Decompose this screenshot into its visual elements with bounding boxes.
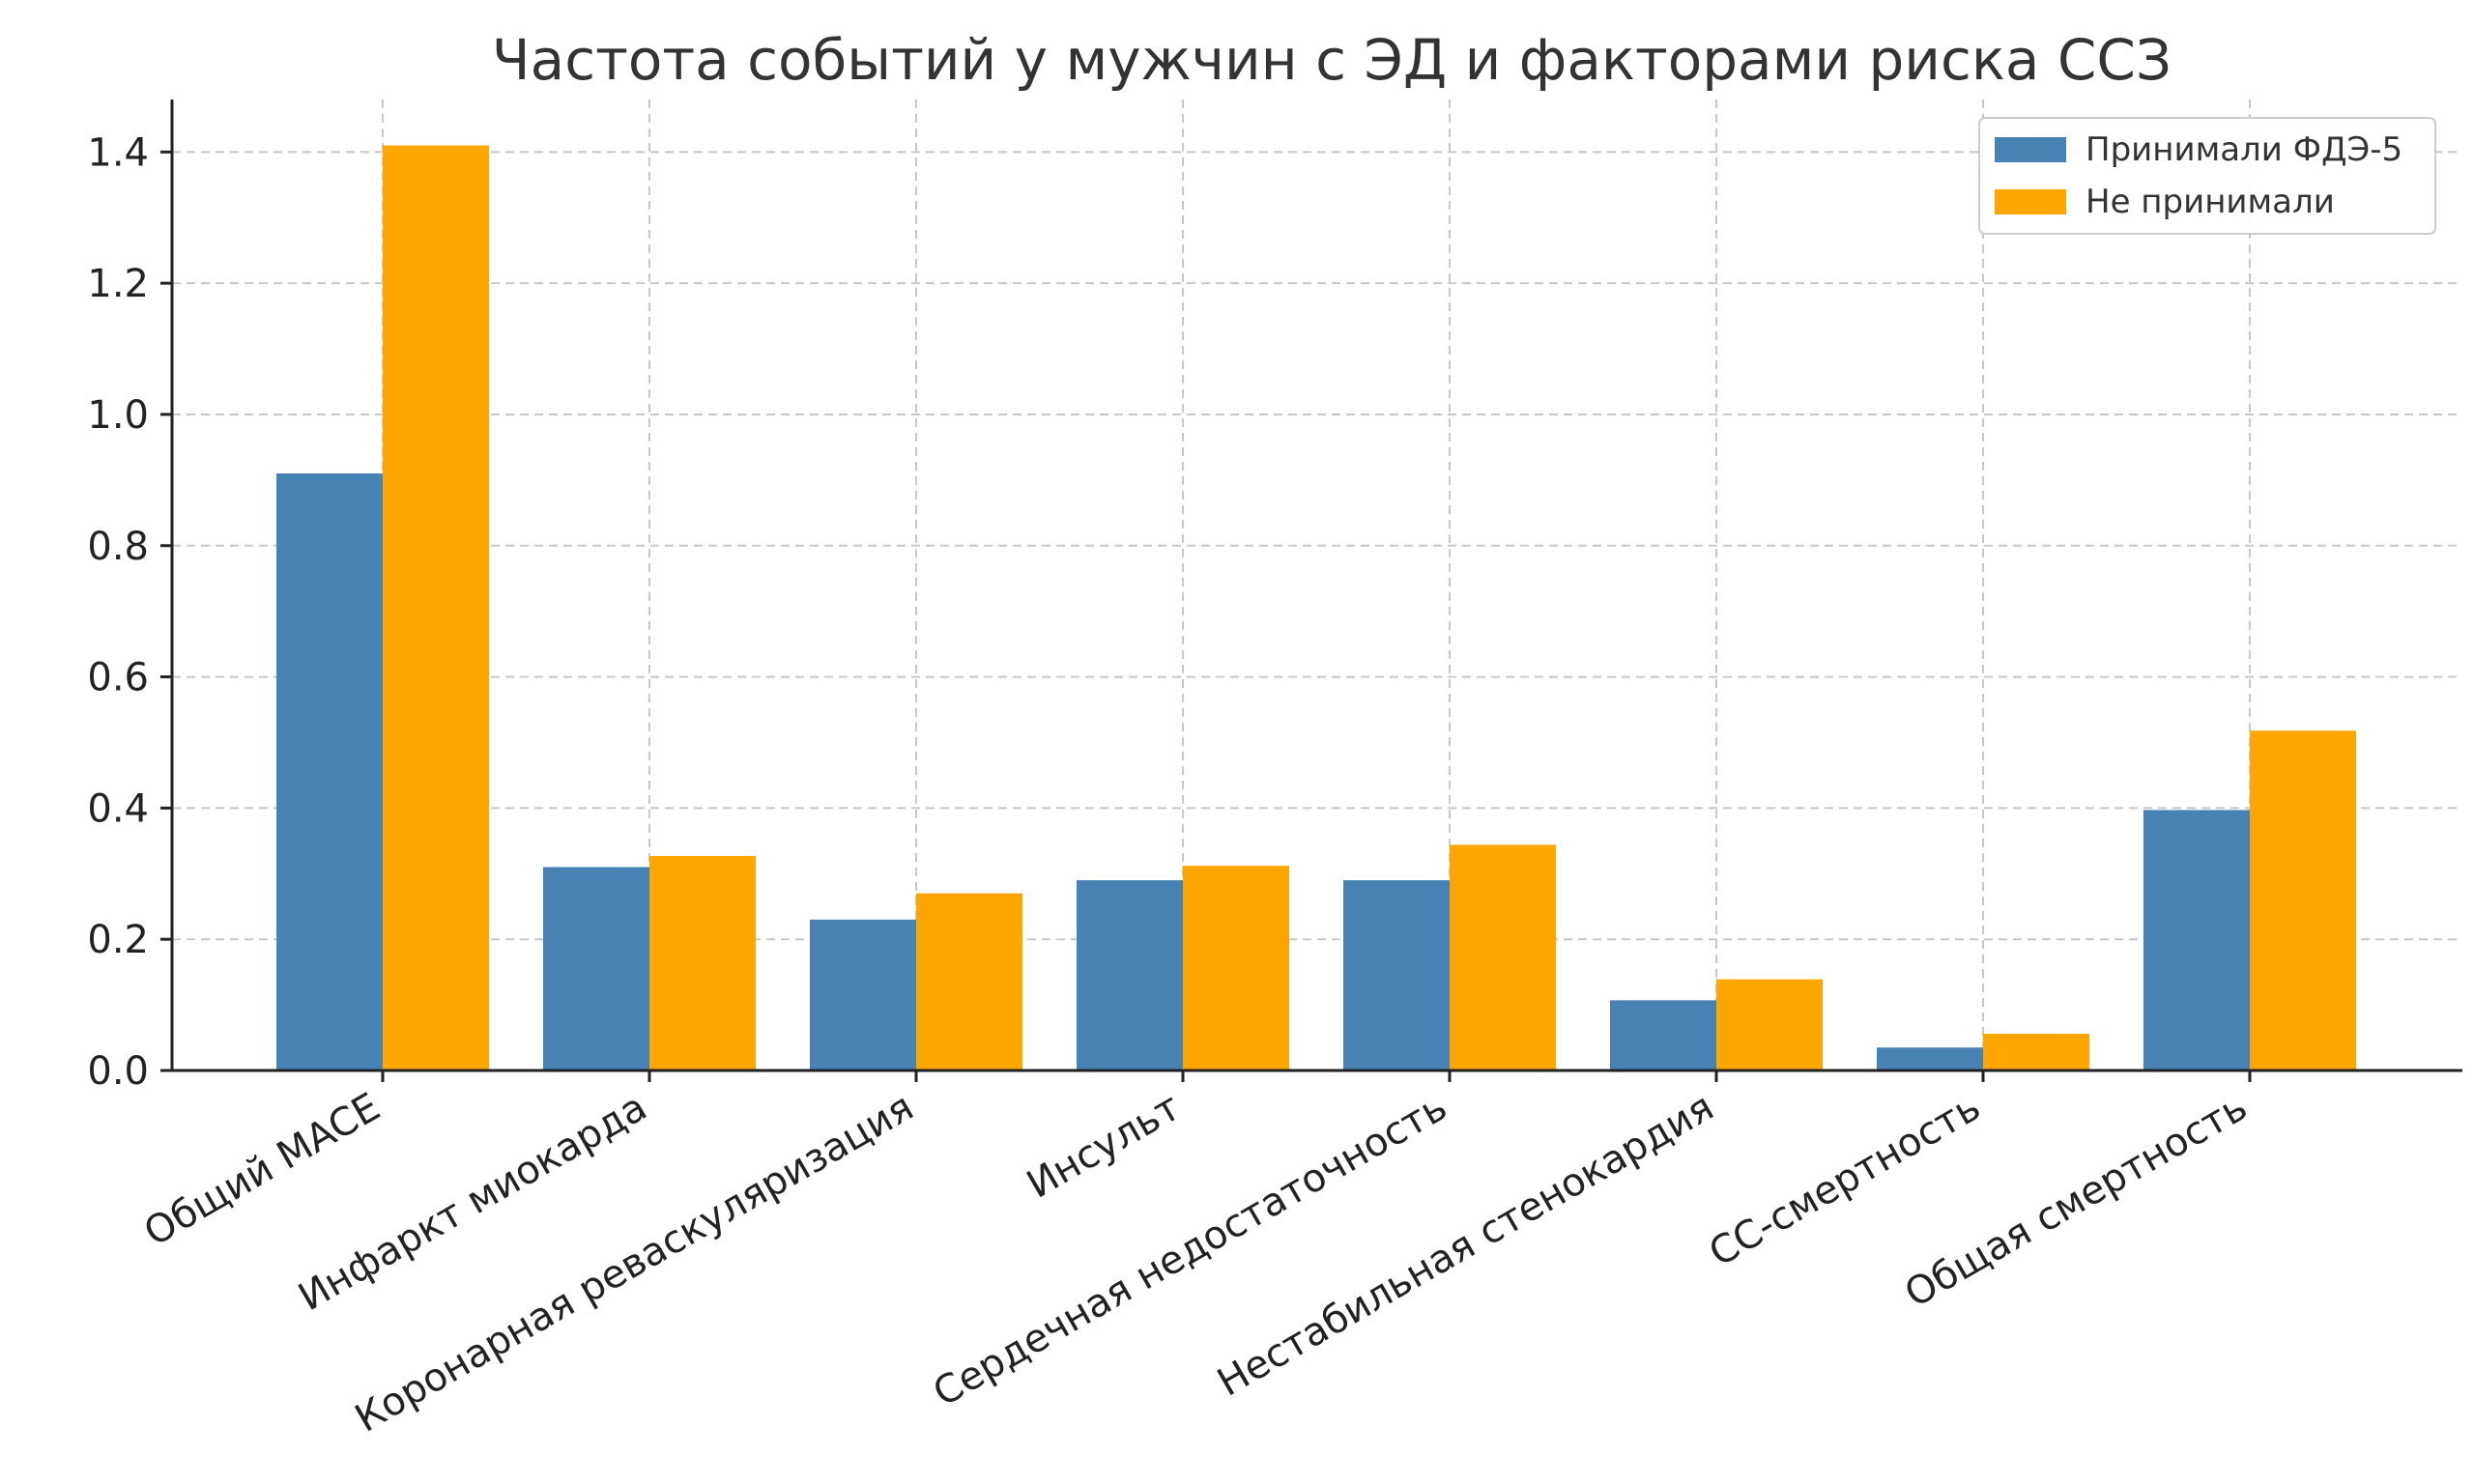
legend-box <box>1978 117 2436 235</box>
chart-title: Частота событий у мужчин с ЭД и факторам… <box>492 27 2172 93</box>
y-tick-label: 1.0 <box>87 393 149 438</box>
legend-swatch <box>1995 189 2066 214</box>
x-tick-label: Сердечная недостаточность <box>926 1085 1454 1415</box>
bar-pde5 <box>2143 810 2250 1070</box>
x-tick-label: Коронарная реваскуляризация <box>348 1085 921 1441</box>
bar-pde5 <box>1077 880 1183 1070</box>
y-tick-label: 0.6 <box>87 656 149 700</box>
bars <box>276 145 2356 1071</box>
y-tick-label: 0.4 <box>87 786 149 831</box>
y-axis-ticks: 0.0 0.2 0.4 0.6 0.8 1.0 1.2 1.4 <box>87 130 172 1094</box>
x-tick-label: Инсульт <box>1020 1085 1188 1208</box>
legend-swatch <box>1995 137 2066 162</box>
bar-pde5 <box>1343 880 1450 1070</box>
bar-pde5 <box>1610 1000 1716 1070</box>
bar-no-pde5 <box>916 893 1022 1070</box>
legend-label: Принимали ФДЭ-5 <box>2086 130 2402 169</box>
bar-pde5 <box>810 919 916 1070</box>
bar-no-pde5 <box>649 855 756 1070</box>
bar-no-pde5 <box>2250 730 2356 1070</box>
legend: Принимали ФДЭ-5 Не принимали <box>1978 117 2436 235</box>
bar-pde5 <box>276 473 383 1071</box>
x-tick-label: Нестабильная стенокардия <box>1210 1085 1721 1406</box>
bar-no-pde5 <box>1183 866 1289 1070</box>
y-tick-label: 1.4 <box>87 130 149 175</box>
y-tick-label: 1.2 <box>87 262 149 306</box>
y-tick-label: 0.2 <box>87 918 149 962</box>
y-tick-label: 0.0 <box>87 1049 149 1094</box>
x-tick-label: Общий MACE <box>137 1085 388 1255</box>
bar-no-pde5 <box>1716 979 1823 1070</box>
bar-no-pde5 <box>1450 844 1556 1070</box>
axes <box>170 100 2462 1072</box>
bar-pde5 <box>543 867 649 1070</box>
legend-label: Не принимали <box>2086 183 2335 221</box>
bar-no-pde5 <box>383 145 489 1070</box>
grid-lines <box>172 100 2462 1070</box>
bar-no-pde5 <box>1983 1033 2089 1070</box>
x-tick-label: СС-смертность <box>1702 1085 1988 1275</box>
y-tick-label: 0.8 <box>87 525 149 569</box>
bar-pde5 <box>1877 1047 1983 1070</box>
